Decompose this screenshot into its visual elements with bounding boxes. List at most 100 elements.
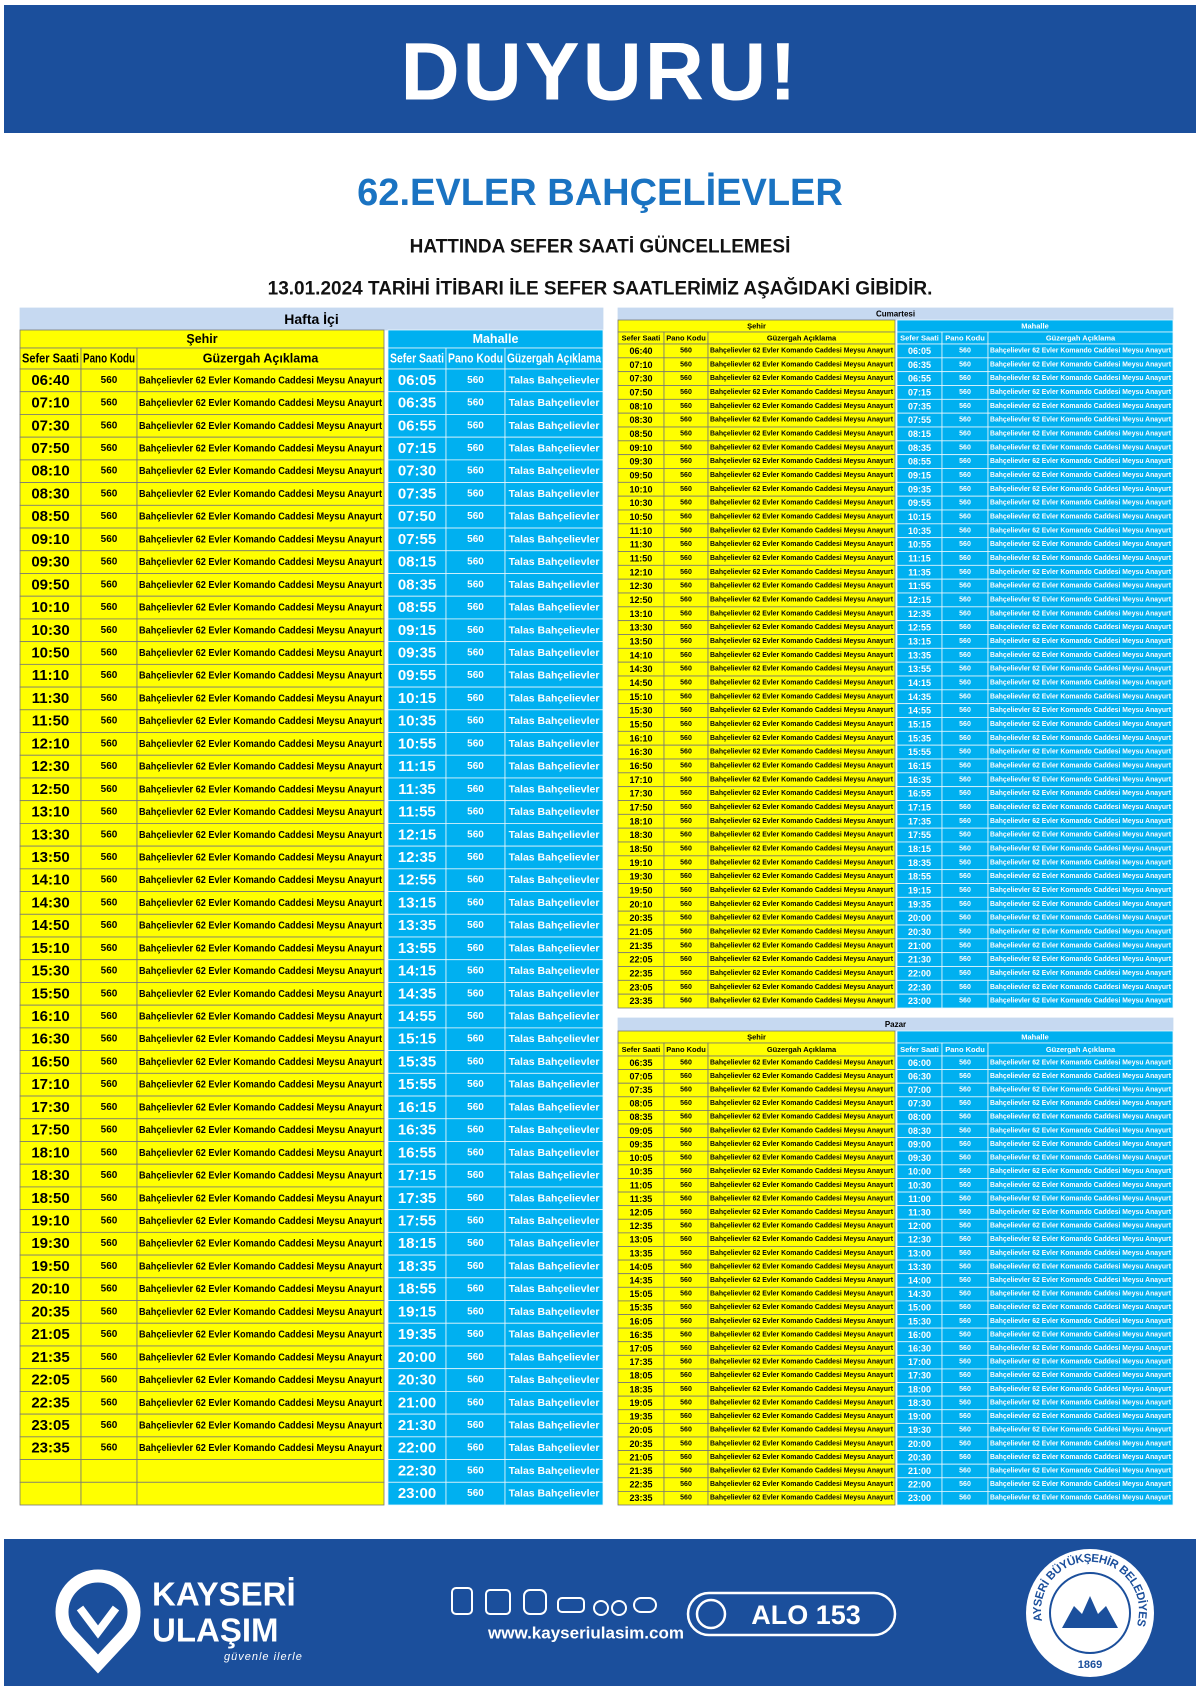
board-code: 560 [101, 1125, 118, 1136]
departure-time: 10:00 [908, 1167, 931, 1177]
brand-line1: KAYSERİ [152, 1576, 296, 1613]
board-code: 560 [959, 472, 971, 479]
header-banner [4, 5, 1196, 133]
board-code: 560 [959, 1100, 971, 1107]
board-code: 560 [467, 420, 484, 431]
board-code: 560 [467, 579, 484, 590]
board-code: 560 [959, 942, 971, 949]
departure-time: 17:30 [31, 1099, 69, 1116]
section-title: Mahalle [1021, 322, 1049, 331]
board-code: 560 [101, 966, 118, 977]
route: Bahçelievler 62 Evler Komando Caddesi Me… [710, 1331, 894, 1338]
board-code: 560 [959, 638, 971, 645]
route: Bahçelievler 62 Evler Komando Caddesi Me… [710, 1127, 894, 1134]
route: Bahçelievler 62 Evler Komando Caddesi Me… [710, 444, 894, 451]
board-code: 560 [680, 762, 692, 769]
route: Bahçelievler 62 Evler Komando Caddesi Me… [710, 500, 894, 507]
departure-time: 06:05 [908, 346, 931, 356]
board-code: 560 [680, 1263, 692, 1270]
route: Bahçelievler 62 Evler Komando Caddesi Me… [990, 1168, 1172, 1175]
board-code: 560 [467, 988, 484, 999]
route: Bahçelievler 62 Evler Komando Caddesi Me… [139, 465, 382, 477]
route: Talas Bahçelievler [509, 624, 600, 636]
departure-time: 15:55 [398, 1076, 436, 1093]
route: Bahçelievler 62 Evler Komando Caddesi Me… [990, 417, 1172, 424]
route: Bahçelievler 62 Evler Komando Caddesi Me… [990, 707, 1172, 714]
board-code: 560 [680, 776, 692, 783]
departure-time: 12:10 [629, 567, 652, 577]
departure-time: 14:55 [908, 706, 931, 716]
board-code: 560 [101, 1352, 118, 1363]
board-code: 560 [101, 852, 118, 863]
board-code: 560 [467, 1306, 484, 1317]
board-code: 560 [101, 784, 118, 795]
departure-time: 19:10 [629, 858, 652, 868]
route: Bahçelievler 62 Evler Komando Caddesi Me… [990, 1155, 1172, 1162]
route: Bahçelievler 62 Evler Komando Caddesi Me… [710, 970, 894, 977]
departure-time: 14:35 [629, 1276, 652, 1286]
column-header: Pano Kodu [83, 352, 135, 366]
board-code: 560 [680, 1440, 692, 1447]
departure-time: 22:35 [31, 1394, 69, 1411]
board-code: 560 [101, 761, 118, 772]
board-code: 560 [680, 1100, 692, 1107]
departure-time: 23:35 [629, 996, 652, 1006]
departure-time: 12:35 [908, 609, 931, 619]
board-code: 560 [467, 1147, 484, 1158]
board-code: 560 [680, 804, 692, 811]
board-code: 560 [959, 1304, 971, 1311]
route: Bahçelievler 62 Evler Komando Caddesi Me… [139, 692, 382, 704]
route: Talas Bahçelievler [509, 1056, 600, 1068]
departure-time: 18:35 [398, 1258, 436, 1275]
route: Bahçelievler 62 Evler Komando Caddesi Me… [990, 444, 1172, 451]
route: Bahçelievler 62 Evler Komando Caddesi Me… [710, 458, 894, 465]
departure-time: 06:40 [629, 346, 652, 356]
departure-time: 12:05 [629, 1207, 652, 1217]
route: Bahçelievler 62 Evler Komando Caddesi Me… [990, 1454, 1172, 1461]
board-code: 560 [959, 901, 971, 908]
board-code: 560 [467, 716, 484, 727]
route: Bahçelievler 62 Evler Komando Caddesi Me… [990, 1182, 1172, 1189]
route: Bahçelievler 62 Evler Komando Caddesi Me… [710, 1304, 894, 1311]
board-code: 560 [959, 1168, 971, 1175]
route: Bahçelievler 62 Evler Komando Caddesi Me… [990, 762, 1172, 769]
board-code: 560 [959, 1440, 971, 1447]
departure-time: 13:30 [31, 826, 69, 843]
route: Bahçelievler 62 Evler Komando Caddesi Me… [710, 638, 894, 645]
route: Bahçelievler 62 Evler Komando Caddesi Me… [710, 1318, 894, 1325]
board-code: 560 [467, 1011, 484, 1022]
board-code: 560 [467, 670, 484, 681]
departure-time: 21:35 [629, 1466, 652, 1476]
departure-time: 08:10 [31, 463, 69, 480]
departure-time: 20:30 [398, 1372, 436, 1389]
board-code: 560 [467, 648, 484, 659]
board-code: 560 [959, 859, 971, 866]
route: Bahçelievler 62 Evler Komando Caddesi Me… [710, 707, 894, 714]
departure-time: 07:30 [908, 1099, 931, 1109]
board-code: 560 [680, 998, 692, 1005]
route: Talas Bahçelievler [509, 806, 600, 818]
board-code: 560 [680, 638, 692, 645]
departure-time: 12:30 [908, 1235, 931, 1245]
board-code: 560 [959, 1223, 971, 1230]
departure-time: 10:10 [31, 599, 69, 616]
route: Bahçelievler 62 Evler Komando Caddesi Me… [139, 624, 382, 636]
route: Bahçelievler 62 Evler Komando Caddesi Me… [710, 873, 894, 880]
board-code: 560 [959, 1372, 971, 1379]
departure-time: 17:10 [31, 1076, 69, 1093]
board-code: 560 [959, 347, 971, 354]
route: Bahçelievler 62 Evler Komando Caddesi Me… [139, 1238, 382, 1250]
departure-time: 19:10 [31, 1213, 69, 1230]
departure-time: 09:05 [629, 1126, 652, 1136]
departure-time: 21:05 [629, 927, 652, 937]
route: Talas Bahçelievler [509, 1192, 600, 1204]
board-code: 560 [680, 1331, 692, 1338]
route: Bahçelievler 62 Evler Komando Caddesi Me… [139, 1374, 382, 1386]
route: Bahçelievler 62 Evler Komando Caddesi Me… [710, 666, 894, 673]
board-code: 560 [467, 602, 484, 613]
departure-time: 17:05 [629, 1344, 652, 1354]
board-code: 560 [680, 417, 692, 424]
departure-time: 10:30 [908, 1180, 931, 1190]
departure-time: 06:55 [908, 374, 931, 384]
board-code: 560 [959, 845, 971, 852]
